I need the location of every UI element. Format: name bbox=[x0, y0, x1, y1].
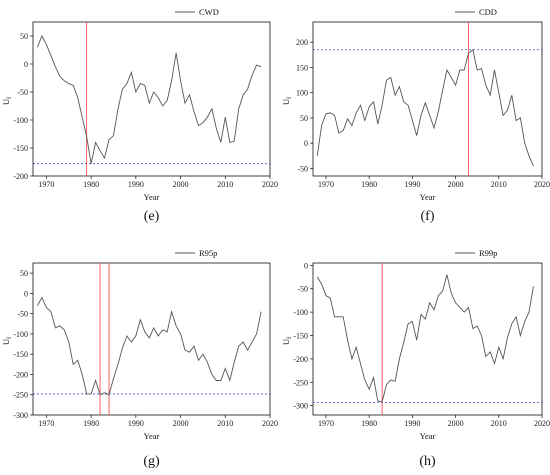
x-tick-label: 2020 bbox=[262, 180, 278, 189]
y-tick-label: -50 bbox=[17, 310, 28, 319]
x-tick-label: 1990 bbox=[404, 419, 420, 428]
panel-label: (g) bbox=[143, 454, 160, 469]
y-tick-label: -300 bbox=[293, 402, 308, 411]
chart-panel-r95p: 1970 1980 1990 2000 2010 2020 50 0 -50 -100 -150 -2… bbox=[1, 248, 278, 469]
x-tick-label: 1970 bbox=[318, 419, 334, 428]
y-tick-label: -150 bbox=[13, 144, 28, 153]
y-tick-label: 0 bbox=[304, 139, 308, 148]
y-tick-label: 50 bbox=[20, 32, 28, 41]
y-tick-label: -100 bbox=[13, 330, 28, 339]
chart-panel-cwd: 1970 1980 1990 2000 2010 2020 50 0 -50 -100 -150 -2… bbox=[1, 7, 278, 224]
chart-panel-r99p: 1970 1980 1990 2000 2010 2020 0 -50 -100 -150 -200… bbox=[281, 248, 550, 469]
x-tick-label: 2000 bbox=[448, 180, 464, 189]
y-tick-label: -200 bbox=[293, 355, 308, 364]
y-tick-label: -100 bbox=[293, 308, 308, 317]
y-axis-label: Uf bbox=[1, 337, 13, 345]
x-tick-label: 2000 bbox=[173, 180, 189, 189]
series-line-r99p bbox=[316, 274, 534, 403]
y-tick-label: -100 bbox=[13, 116, 28, 125]
y-tick-label: 0 bbox=[304, 261, 308, 270]
y-tick-label: 0 bbox=[24, 60, 28, 69]
x-axis-label: Year bbox=[420, 431, 436, 441]
panel-label: (f) bbox=[421, 209, 435, 224]
y-tick-label: -200 bbox=[13, 172, 28, 181]
y-tick-label: 100 bbox=[296, 89, 308, 98]
legend-label: CWD bbox=[199, 7, 219, 17]
legend-label: CDD bbox=[479, 7, 497, 17]
panel-label: (h) bbox=[419, 454, 436, 469]
y-tick-label: -300 bbox=[13, 411, 28, 420]
x-tick-label: 2010 bbox=[491, 419, 507, 428]
series-line-r95p bbox=[37, 296, 262, 396]
legend-label: R99p bbox=[479, 248, 497, 258]
plot-frame bbox=[32, 262, 271, 416]
x-axis-label: Year bbox=[144, 431, 160, 441]
y-tick-label: -50 bbox=[17, 88, 28, 97]
y-axis-label: Uf bbox=[281, 97, 293, 105]
y-tick-label: -50 bbox=[297, 285, 308, 294]
y-tick-label: -250 bbox=[293, 378, 308, 387]
y-tick-label: -150 bbox=[13, 350, 28, 359]
x-tick-label: 2020 bbox=[534, 419, 550, 428]
y-tick-label: -250 bbox=[13, 391, 28, 400]
x-tick-label: 1990 bbox=[128, 419, 144, 428]
x-tick-label: 2010 bbox=[491, 180, 507, 189]
y-tick-label: -50 bbox=[297, 164, 308, 173]
x-tick-label: 1980 bbox=[83, 180, 99, 189]
y-axis-label: Uf bbox=[281, 337, 293, 345]
x-tick-label: 1990 bbox=[128, 180, 144, 189]
x-tick-label: 1970 bbox=[38, 180, 54, 189]
y-tick-label: -150 bbox=[293, 331, 308, 340]
x-tick-label: 2000 bbox=[448, 419, 464, 428]
x-tick-label: 1980 bbox=[83, 419, 99, 428]
y-tick-label: 200 bbox=[296, 38, 308, 47]
legend-label: R95p bbox=[199, 248, 217, 258]
series-line-cwd bbox=[37, 34, 262, 164]
x-tick-label: 2010 bbox=[217, 180, 233, 189]
series-line-cdd bbox=[316, 48, 534, 167]
plot-frame bbox=[32, 21, 271, 177]
y-tick-label: 0 bbox=[24, 289, 28, 298]
x-tick-label: 1980 bbox=[361, 419, 377, 428]
x-axis-label: Year bbox=[144, 192, 160, 202]
x-tick-label: 2000 bbox=[173, 419, 189, 428]
x-tick-label: 2020 bbox=[262, 419, 278, 428]
y-tick-label: 50 bbox=[20, 269, 28, 278]
x-tick-label: 1980 bbox=[361, 180, 377, 189]
x-tick-label: 1990 bbox=[404, 180, 420, 189]
x-tick-label: 1970 bbox=[318, 180, 334, 189]
x-tick-label: 1970 bbox=[38, 419, 54, 428]
y-tick-label: -200 bbox=[13, 370, 28, 379]
x-tick-label: 2010 bbox=[217, 419, 233, 428]
y-axis-label: Uf bbox=[1, 97, 13, 105]
plot-frame bbox=[312, 21, 543, 177]
x-tick-label: 2020 bbox=[534, 180, 550, 189]
y-tick-label: 50 bbox=[300, 114, 308, 123]
plot-frame bbox=[312, 262, 543, 416]
y-tick-label: 150 bbox=[296, 63, 308, 72]
panel-label: (e) bbox=[144, 209, 160, 224]
chart-panel-cdd: 1970 1980 1990 2000 2010 2020 -50 0 50 100 150 200 Y… bbox=[281, 7, 550, 224]
x-axis-label: Year bbox=[420, 192, 436, 202]
